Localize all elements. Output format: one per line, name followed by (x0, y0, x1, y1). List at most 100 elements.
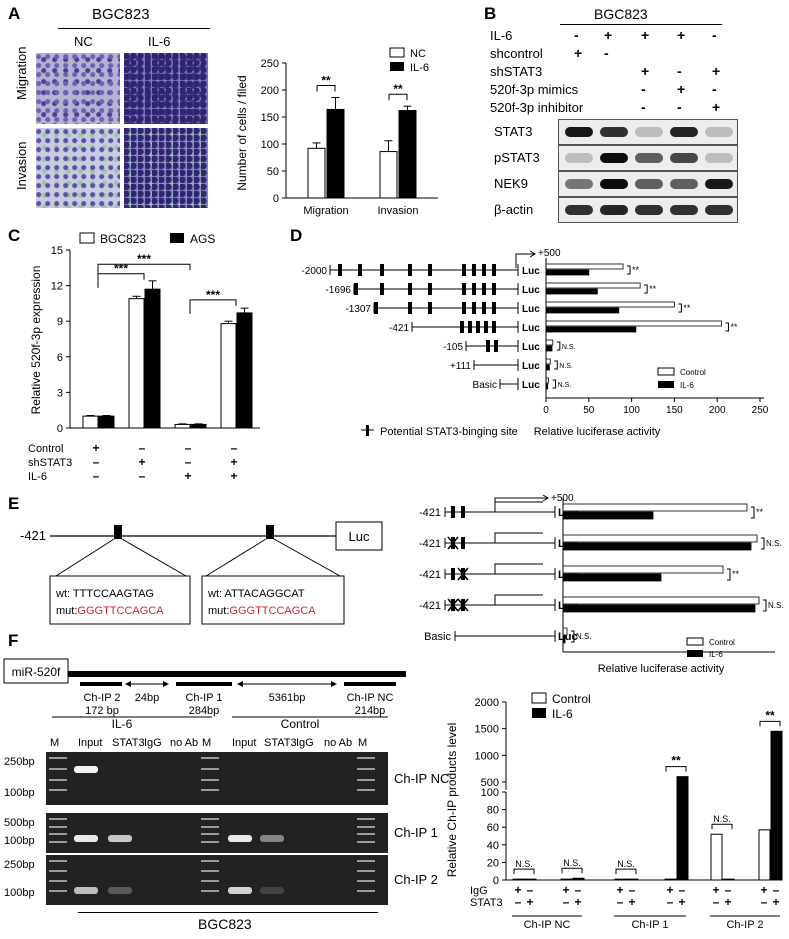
panel-b-band (705, 127, 733, 137)
chart-d-binding-site (428, 264, 432, 276)
chart-f-sig: N.S. (713, 814, 731, 824)
chart-c-bar (236, 312, 253, 429)
panel-b-band (705, 179, 733, 189)
chart-a-ytick-label: 0 (273, 193, 279, 205)
panel-b-band (565, 205, 593, 215)
chart-d-binding-site (486, 340, 490, 352)
chart-e-tss-branch (494, 501, 543, 512)
chart-f-bar (560, 878, 573, 881)
chart-c-cond-mark: – (185, 441, 192, 455)
panel-f-gel-name: Ch-IP 2 (394, 872, 438, 887)
panel-b-band (600, 205, 628, 215)
chart-c-cond-mark: + (184, 469, 191, 483)
chart-d-sig: N.S. (558, 382, 572, 389)
chart-e-mutation-x (447, 536, 459, 550)
chart-c-legend-bgc823-swatch (79, 232, 95, 244)
chart-e-bar (562, 503, 748, 512)
chart-d-bar (545, 307, 620, 314)
chart-d-xtick-label: 150 (666, 405, 683, 416)
panel-f-lane-label: IgG (144, 737, 162, 749)
chart-f-cond-mark: – (515, 895, 522, 909)
chart-a-sig-bracket (388, 93, 408, 101)
panel-f-ladder-band (357, 880, 375, 882)
chart-d-binding-site (428, 302, 432, 314)
chart-d-site-note: Potential STAT3-binging site (380, 426, 518, 438)
chart-d-binding-site (354, 283, 358, 295)
chart-c-bar (128, 298, 145, 429)
panel-b-band (565, 153, 593, 163)
panel-f-ladder-band (357, 833, 375, 835)
panel-b-cond-mark: - (604, 45, 609, 61)
chart-c-sig: *** (206, 288, 220, 302)
chart-f-sig: N.S. (617, 859, 635, 869)
diagram-f: miR-520f Ch-IP 2 172 bp 24bp Ch-IP 1 284… (3, 658, 406, 730)
chart-f-cond-mark: + (772, 895, 779, 909)
chart-f-sig: ** (671, 754, 681, 768)
panel-f-gel-band (74, 887, 98, 894)
chart-e-legend-il6: IL-6 (709, 650, 723, 659)
chart-f-bar (710, 833, 723, 881)
panel-b-band (670, 153, 698, 163)
chart-d-construct-label: Basic (473, 380, 497, 391)
panel-f-ladder-band (357, 778, 375, 781)
panel-f-ladder-band (201, 840, 219, 843)
chart-a-sig: ** (321, 74, 331, 88)
chart-d-legend-il6: IL-6 (680, 381, 694, 390)
chart-e-tss-branch (494, 594, 543, 605)
chart-d-bar (545, 345, 553, 352)
chart-d-bar (545, 288, 598, 295)
chart-d-binding-site (374, 302, 378, 314)
panel-f-ladder-band (357, 860, 375, 862)
chart-e-bar (562, 604, 756, 613)
chart-f-cond-mark: – (773, 883, 780, 897)
panel-b-cond-mark: + (712, 63, 721, 79)
panel-f-ladder-band (201, 880, 219, 882)
chart-d-bar (545, 364, 550, 371)
panel-f-marker-label: 100bp (4, 787, 35, 799)
panel-b-cond-mark: - (574, 27, 579, 43)
chart-d: +500 -2000 Luc -1696 Luc -1307 Luc -421 Luc -105 L… (301, 248, 768, 438)
chart-d-tss-label: +500 (538, 248, 561, 259)
diagram-f-gap2: 5361bp (269, 692, 306, 704)
chart-f-group-label: Ch-IP NC (524, 919, 571, 931)
chart-f-legend-il6-swatch (532, 708, 546, 718)
micrograph-migration-il6 (124, 53, 208, 124)
chart-f-cond-mark: – (667, 895, 674, 909)
diagram-e-start: -421 (20, 528, 46, 543)
diagram-f-region-chip2 (80, 682, 122, 686)
chart-d-sig: ** (730, 322, 738, 332)
chart-f-ytick-label: 40 (487, 840, 499, 852)
diagram-f-gene: miR-520f (12, 665, 61, 679)
chart-e-binding-site (461, 537, 465, 549)
chart-d-sig-bracket (554, 360, 558, 370)
chart-a-ytick-label: 250 (261, 58, 279, 70)
chart-f-sig-bracket (513, 868, 535, 875)
chart-d-bar (545, 269, 590, 276)
chart-e-construct-label: -421 (419, 507, 441, 519)
panel-b-cond-mark: + (641, 27, 650, 43)
panel-b-band (670, 179, 698, 189)
chart-e: +500-421Luc-421Luc-421Luc-421LucBasicLuc… (419, 493, 784, 675)
chart-f-cond-mark: – (629, 883, 636, 897)
chart-a-legend-nc-swatch (389, 47, 405, 58)
chart-c-bar (82, 415, 99, 429)
panel-b-band (635, 205, 663, 215)
diagram-f-chip2-name: Ch-IP 2 (83, 692, 120, 704)
chart-f: Relative Ch-IP products level Control IL… (445, 692, 783, 931)
chart-d-xtick-label: 100 (623, 405, 640, 416)
chart-d-binding-site (484, 321, 488, 333)
panel-b-band (635, 127, 663, 137)
panel-b-cond-mark: + (574, 45, 583, 61)
panel-b-cond-label: shSTAT3 (490, 64, 543, 79)
chart-d-sig-bracket (556, 341, 561, 351)
chart-c-cond-mark: + (230, 469, 237, 483)
chart-d-binding-site (380, 264, 384, 276)
chart-c-legend-bgc823: BGC823 (100, 232, 146, 246)
chart-f-cond-mark: + (526, 895, 533, 909)
panel-label-e: E (8, 494, 20, 513)
panel-f-ladder-band (49, 789, 67, 792)
chart-c-cond-mark: + (92, 441, 99, 455)
panel-f-ladder-band (49, 860, 67, 862)
chart-a: Number of cells / filed 0 50 100 150 200 250 M… (235, 47, 438, 217)
chart-f-bar (664, 878, 677, 881)
